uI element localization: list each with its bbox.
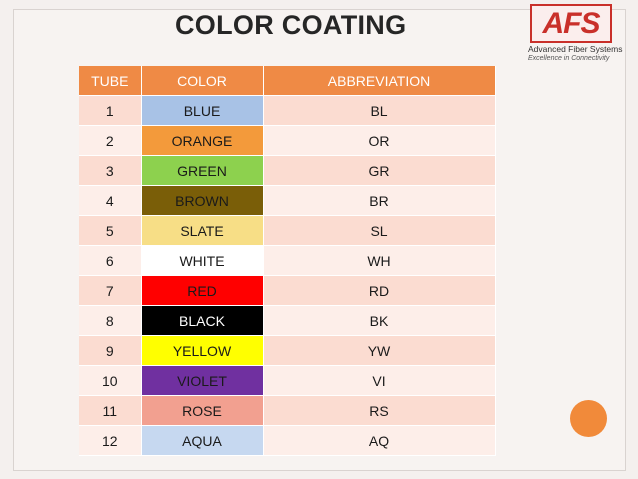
tube-number: 1	[79, 95, 142, 126]
color-abbreviation: AQ	[263, 425, 496, 456]
logo-company-name: Advanced Fiber Systems	[528, 44, 623, 54]
table-row: 10 VIOLET VI	[79, 365, 496, 396]
color-abbreviation: RD	[263, 275, 496, 306]
logo-tagline: Excellence in Connectivity	[528, 55, 610, 62]
tube-number: 4	[79, 185, 142, 216]
tube-number: 10	[79, 365, 142, 396]
tube-number: 6	[79, 245, 142, 276]
color-abbreviation: WH	[263, 245, 496, 276]
table-row: 11 ROSE RS	[79, 395, 496, 426]
tube-number: 8	[79, 305, 142, 336]
decorative-circle	[570, 400, 607, 437]
color-coating-table: TUBE COLOR ABBREVIATION 1 BLUE BL 2 ORANGE OR…	[79, 66, 496, 456]
color-swatch-cell: AQUA	[141, 425, 264, 456]
tube-number: 12	[79, 425, 142, 456]
color-abbreviation: RS	[263, 395, 496, 426]
header-tube: TUBE	[79, 66, 142, 96]
table-header-row: TUBE COLOR ABBREVIATION	[79, 66, 496, 96]
logo-mark: AFS	[530, 4, 612, 43]
tube-number: 5	[79, 215, 142, 246]
table-row: 8 BLACK BK	[79, 305, 496, 336]
color-abbreviation: BR	[263, 185, 496, 216]
table-row: 2 ORANGE OR	[79, 125, 496, 156]
color-swatch-cell: WHITE	[141, 245, 264, 276]
table-row: 4 BROWN BR	[79, 185, 496, 216]
company-logo: AFS Advanced Fiber Systems Excellence in…	[520, 2, 622, 66]
table-row: 3 GREEN GR	[79, 155, 496, 186]
table-row: 5 SLATE SL	[79, 215, 496, 246]
tube-number: 9	[79, 335, 142, 366]
table-row: 1 BLUE BL	[79, 95, 496, 126]
color-abbreviation: GR	[263, 155, 496, 186]
tube-number: 7	[79, 275, 142, 306]
header-color: COLOR	[141, 66, 264, 96]
color-swatch-cell: YELLOW	[141, 335, 264, 366]
color-swatch-cell: BLACK	[141, 305, 264, 336]
table-body: 1 BLUE BL 2 ORANGE OR 3 GREEN GR 4 BROWN BR 5 SLATE SL…	[79, 95, 496, 456]
color-abbreviation: VI	[263, 365, 496, 396]
table-row: 9 YELLOW YW	[79, 335, 496, 366]
color-swatch-cell: BROWN	[141, 185, 264, 216]
color-swatch-cell: ORANGE	[141, 125, 264, 156]
color-swatch-cell: BLUE	[141, 95, 264, 126]
color-abbreviation: SL	[263, 215, 496, 246]
color-swatch-cell: ROSE	[141, 395, 264, 426]
color-swatch-cell: VIOLET	[141, 365, 264, 396]
color-swatch-cell: SLATE	[141, 215, 264, 246]
color-swatch-cell: GREEN	[141, 155, 264, 186]
tube-number: 3	[79, 155, 142, 186]
tube-number: 2	[79, 125, 142, 156]
header-abbreviation: ABBREVIATION	[263, 66, 496, 96]
color-abbreviation: BK	[263, 305, 496, 336]
color-abbreviation: YW	[263, 335, 496, 366]
tube-number: 11	[79, 395, 142, 426]
table-row: 7 RED RD	[79, 275, 496, 306]
slide-title: COLOR COATING	[175, 10, 407, 40]
table-row: 12 AQUA AQ	[79, 425, 496, 456]
color-abbreviation: OR	[263, 125, 496, 156]
color-swatch-cell: RED	[141, 275, 264, 306]
table-row: 6 WHITE WH	[79, 245, 496, 276]
color-abbreviation: BL	[263, 95, 496, 126]
